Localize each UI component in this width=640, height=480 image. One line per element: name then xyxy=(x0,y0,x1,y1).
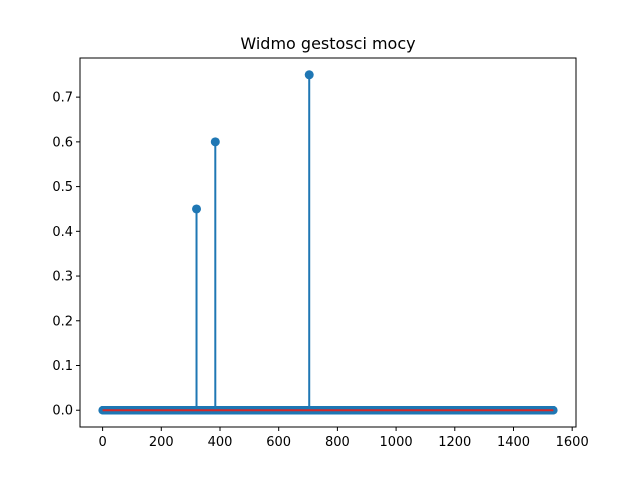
x-tick-label: 1400 xyxy=(497,435,530,450)
chart-title: Widmo gestosci mocy xyxy=(240,34,415,53)
x-tick-label: 600 xyxy=(266,435,291,450)
y-tick-label: 0.2 xyxy=(52,314,73,329)
x-tick-label: 1600 xyxy=(556,435,589,450)
x-tick-label: 400 xyxy=(208,435,233,450)
y-tick-label: 0.0 xyxy=(52,404,73,419)
y-tick-label: 0.1 xyxy=(52,359,73,374)
axes: 0 200 400 600 800 1000 1200 1400 1600 0.0 0.1 0.2 0.… xyxy=(52,91,588,450)
x-tick-label: 0 xyxy=(98,435,106,450)
peak-marker-1 xyxy=(192,204,202,214)
y-tick-label: 0.5 xyxy=(52,180,73,195)
axes-frame xyxy=(79,57,577,428)
y-tick-label: 0.4 xyxy=(52,225,73,240)
y-tick-label: 0.6 xyxy=(52,135,73,150)
x-tick-label: 1200 xyxy=(438,435,471,450)
y-tick-label: 0.3 xyxy=(52,270,73,285)
x-tick-label: 200 xyxy=(149,435,174,450)
plot-area xyxy=(98,70,558,415)
x-tick-label: 1000 xyxy=(380,435,413,450)
x-tick-label: 800 xyxy=(325,435,350,450)
y-tick-label: 0.7 xyxy=(52,91,73,106)
peak-marker-2 xyxy=(210,137,220,147)
peak-marker-3 xyxy=(304,70,314,80)
